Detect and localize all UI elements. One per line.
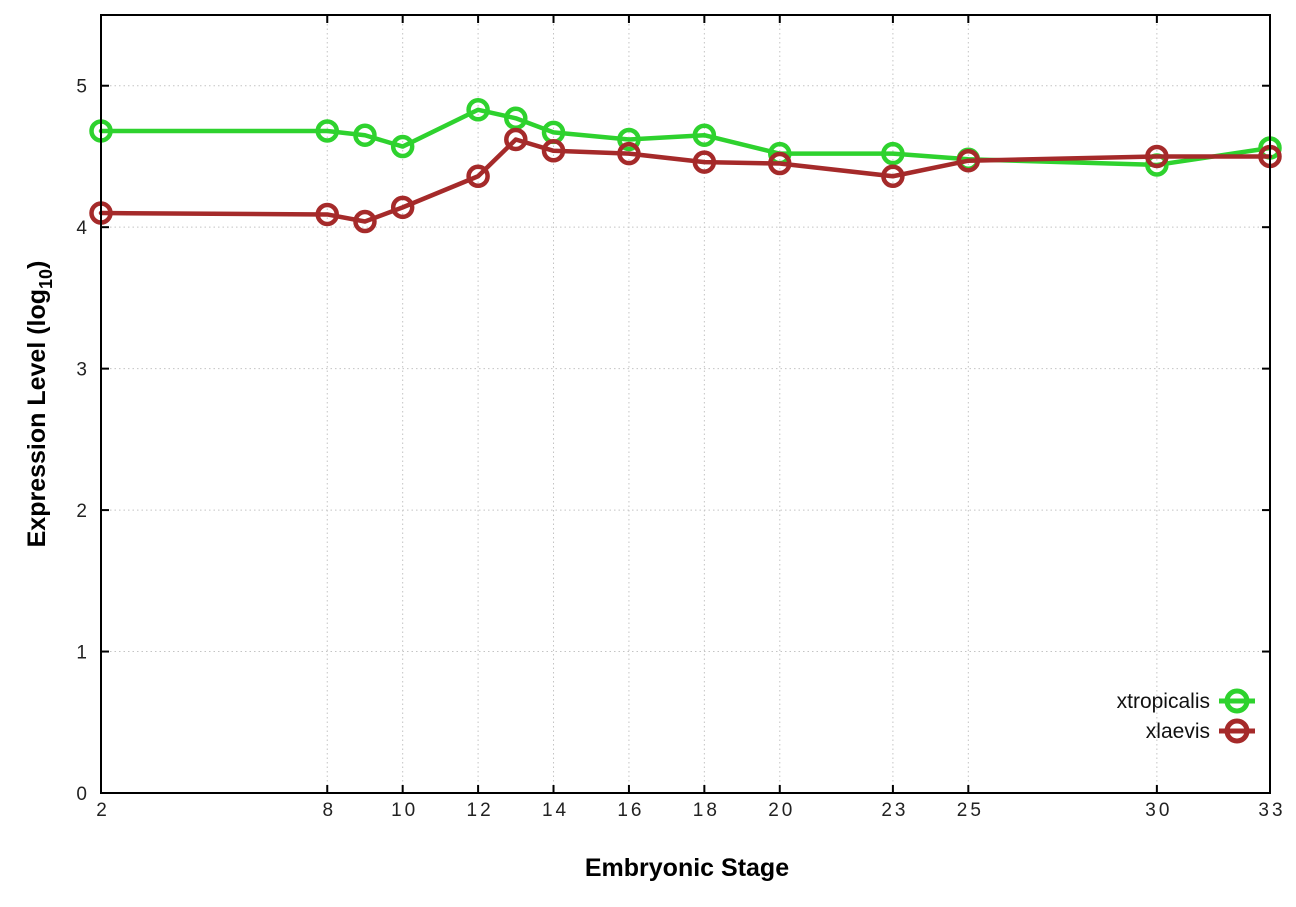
x-axis-title: Embryonic Stage bbox=[585, 854, 789, 882]
y-axis-title-main: Expression Level (log bbox=[23, 289, 51, 547]
x-tick-label: 2 bbox=[96, 800, 110, 821]
data-point-marker-xtropicalis bbox=[466, 98, 490, 122]
data-point-marker-xtropicalis bbox=[390, 134, 415, 159]
data-point-marker-xlaevis bbox=[881, 164, 905, 189]
y-axis-title: Expression Level (log10) bbox=[23, 261, 56, 548]
x-tick-label: 33 bbox=[1258, 800, 1285, 821]
data-point-marker-xlaevis bbox=[768, 151, 792, 176]
series-line-xtropicalis bbox=[98, 107, 1273, 168]
y-tick-label: 4 bbox=[76, 218, 90, 239]
data-point-marker-xlaevis bbox=[466, 164, 490, 189]
x-tick-label: 20 bbox=[768, 800, 795, 821]
series-line-xlaevis bbox=[98, 137, 1273, 224]
data-point-marker-xlaevis bbox=[390, 195, 415, 220]
plot-border bbox=[100, 14, 1271, 794]
x-tick-label: 25 bbox=[957, 800, 984, 821]
x-tick-label: 23 bbox=[881, 800, 908, 821]
x-tick-label: 14 bbox=[542, 800, 569, 821]
data-point-marker-xlaevis bbox=[956, 148, 981, 173]
y-tick-label: 3 bbox=[76, 360, 90, 381]
series-layer bbox=[89, 98, 1282, 234]
y-axis-title-subscript: 10 bbox=[36, 269, 56, 289]
data-point-marker-xtropicalis bbox=[881, 141, 905, 166]
data-point-marker-xlaevis bbox=[353, 209, 377, 234]
y-axis-title-close: ) bbox=[23, 261, 51, 269]
y-tick-label: 2 bbox=[76, 501, 90, 522]
data-point-marker-xlaevis bbox=[617, 141, 641, 166]
legend-marker bbox=[1224, 718, 1250, 744]
legend-marker bbox=[1224, 688, 1250, 714]
x-tick-label: 30 bbox=[1145, 800, 1172, 821]
data-point-marker-xlaevis bbox=[315, 202, 340, 227]
data-point-marker-xlaevis bbox=[1145, 144, 1169, 169]
y-tick-label: 5 bbox=[76, 77, 90, 98]
plot-frame-layer bbox=[100, 14, 1271, 794]
series-xtropicalis bbox=[89, 98, 1282, 177]
data-point-marker-xlaevis bbox=[692, 150, 717, 174]
data-point-marker-xtropicalis bbox=[617, 127, 641, 152]
x-tick-label: 12 bbox=[467, 800, 494, 821]
tick-layer bbox=[100, 15, 1271, 794]
x-tick-label: 16 bbox=[617, 800, 644, 821]
y-tick-label: 1 bbox=[76, 643, 90, 664]
series-xlaevis bbox=[89, 127, 1282, 234]
data-point-marker-xtropicalis bbox=[315, 119, 340, 143]
grid-layer bbox=[101, 15, 1270, 793]
data-point-marker-xlaevis bbox=[504, 127, 528, 152]
data-point-marker-xtropicalis bbox=[353, 123, 377, 147]
x-tick-label: 18 bbox=[693, 800, 720, 821]
x-tick-label: 8 bbox=[322, 800, 336, 821]
data-point-marker-xlaevis bbox=[541, 139, 566, 163]
legend-label: xtropicalis bbox=[1117, 690, 1210, 713]
legend-item-xtropicalis: xtropicalis bbox=[1117, 688, 1255, 714]
y-tick-label: 0 bbox=[76, 784, 90, 805]
legend-label: xlaevis bbox=[1146, 720, 1210, 743]
legend: xtropicalis xlaevis bbox=[1117, 688, 1255, 744]
legend-item-xlaevis: xlaevis bbox=[1146, 718, 1255, 744]
x-tick-label: 10 bbox=[391, 800, 418, 821]
data-point-marker-xtropicalis bbox=[692, 123, 717, 147]
